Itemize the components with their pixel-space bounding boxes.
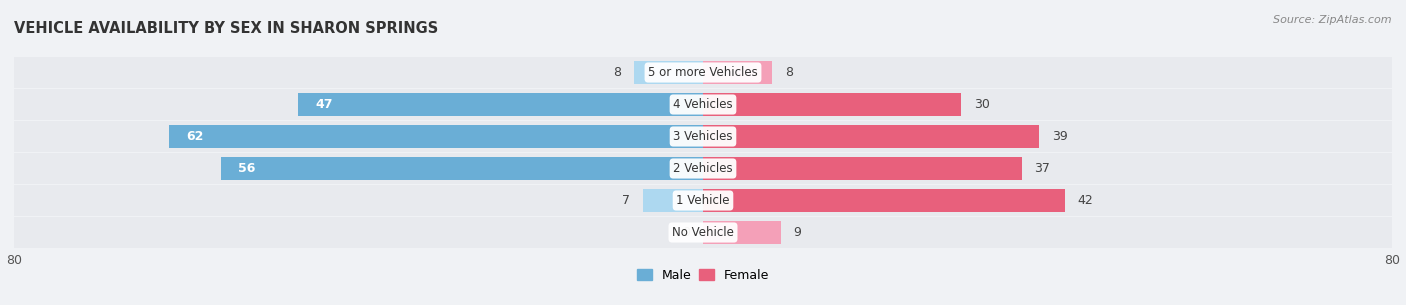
Text: 7: 7 xyxy=(621,194,630,207)
Text: Source: ZipAtlas.com: Source: ZipAtlas.com xyxy=(1274,15,1392,25)
Bar xyxy=(703,93,962,116)
Bar xyxy=(703,189,1064,212)
Text: 47: 47 xyxy=(315,98,333,111)
Text: 1 Vehicle: 1 Vehicle xyxy=(676,194,730,207)
Text: 2 Vehicles: 2 Vehicles xyxy=(673,162,733,175)
Text: 39: 39 xyxy=(1052,130,1067,143)
Text: No Vehicle: No Vehicle xyxy=(672,226,734,239)
Text: VEHICLE AVAILABILITY BY SEX IN SHARON SPRINGS: VEHICLE AVAILABILITY BY SEX IN SHARON SP… xyxy=(14,21,439,36)
Text: 8: 8 xyxy=(613,66,621,79)
Text: 9: 9 xyxy=(793,226,801,239)
Bar xyxy=(14,185,1392,216)
Bar xyxy=(703,157,1022,180)
Legend: Male, Female: Male, Female xyxy=(631,264,775,287)
Bar xyxy=(703,221,780,244)
Bar xyxy=(14,57,1392,88)
Bar xyxy=(221,157,703,180)
Text: 4 Vehicles: 4 Vehicles xyxy=(673,98,733,111)
Bar xyxy=(169,125,703,148)
Bar xyxy=(643,189,703,212)
Bar xyxy=(703,125,1039,148)
Bar xyxy=(298,93,703,116)
Text: 37: 37 xyxy=(1035,162,1050,175)
Bar xyxy=(14,89,1392,120)
Text: 42: 42 xyxy=(1077,194,1094,207)
Text: 3 Vehicles: 3 Vehicles xyxy=(673,130,733,143)
Text: 5 or more Vehicles: 5 or more Vehicles xyxy=(648,66,758,79)
Text: 8: 8 xyxy=(785,66,793,79)
Bar xyxy=(14,121,1392,152)
Text: 30: 30 xyxy=(974,98,990,111)
Bar xyxy=(634,61,703,84)
Text: 0: 0 xyxy=(682,226,690,239)
Bar xyxy=(14,217,1392,248)
Bar xyxy=(14,153,1392,184)
Text: 56: 56 xyxy=(238,162,256,175)
Text: 62: 62 xyxy=(186,130,204,143)
Bar xyxy=(703,61,772,84)
